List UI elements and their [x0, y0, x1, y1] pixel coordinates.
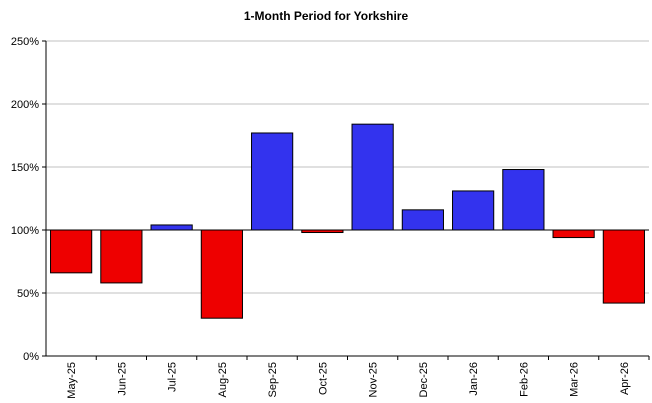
y-tick-label: 150% [11, 162, 39, 174]
y-tick-label: 250% [11, 36, 39, 48]
axes [42, 40, 650, 360]
x-tick-label: Sep-25 [267, 362, 279, 397]
bar-aug-25 [200, 229, 243, 319]
x-tick-label: Jan-26 [468, 362, 480, 396]
chart-title: 1-Month Period for Yorkshire [243, 9, 409, 23]
x-tick-label: May-25 [66, 362, 78, 399]
x-tick-label: Dec-25 [418, 362, 430, 397]
x-tick-label: Jul-25 [167, 362, 179, 392]
bar-nov-25 [351, 123, 394, 231]
bar-feb-26 [502, 169, 545, 231]
x-tick-label: Oct-25 [317, 362, 329, 395]
tick-labels: 0% 50% 100% 150% 200% 250% May-25 Jun-25 Jul-25 A… [11, 36, 631, 399]
bar-apr-26 [602, 229, 645, 304]
bars [50, 123, 645, 319]
x-tick-label: Aug-25 [217, 362, 229, 397]
y-tick-label: 100% [11, 225, 39, 237]
bar-sep-25 [251, 132, 294, 231]
bar-jun-25 [100, 229, 143, 284]
bar-dec-25 [401, 209, 444, 231]
x-tick-label: Jun-25 [116, 362, 128, 396]
y-tick-label: 50% [17, 288, 39, 300]
x-tick-label: Mar-26 [569, 362, 581, 397]
x-tick-label: Apr-26 [619, 362, 631, 395]
bar-mar-26 [552, 229, 595, 239]
x-tick-label: Feb-26 [518, 362, 530, 397]
x-tick-label: Nov-25 [368, 362, 380, 397]
bar-jul-25 [150, 224, 193, 231]
y-tick-label: 0% [23, 351, 39, 363]
y-tick-label: 200% [11, 99, 39, 111]
bar-may-25 [50, 229, 93, 274]
bar-jan-26 [452, 190, 495, 231]
